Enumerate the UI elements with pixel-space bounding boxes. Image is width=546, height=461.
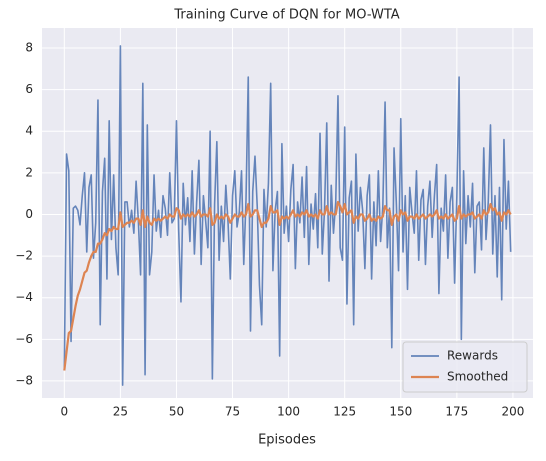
y-tick-label: 0 <box>25 207 33 221</box>
legend-label: Rewards <box>447 349 498 363</box>
y-tick-label: 6 <box>25 82 33 96</box>
y-tick-label: −2 <box>15 249 33 263</box>
legend-box <box>402 341 528 393</box>
y-tick-label: 4 <box>25 124 33 138</box>
line-series <box>63 45 512 386</box>
y-tick-label: 2 <box>25 165 33 179</box>
y-tick-label: 8 <box>25 40 33 54</box>
x-tick-label: 100 <box>277 405 300 419</box>
chart-title: Training Curve of DQN for MO-WTA <box>173 8 399 23</box>
y-tick-label: −8 <box>15 373 33 387</box>
x-axis-label: Episodes <box>258 433 316 448</box>
y-tick-label: −6 <box>15 332 33 346</box>
x-tick-label: 75 <box>225 405 240 419</box>
x-tick-label: 175 <box>445 405 468 419</box>
x-tick-label: 200 <box>501 405 524 419</box>
y-tick-label: −4 <box>15 290 33 304</box>
x-tick-label: 125 <box>333 405 356 419</box>
x-tick-label: 0 <box>60 405 68 419</box>
x-tick-label: 50 <box>169 405 184 419</box>
legend-label: Smoothed <box>447 370 508 384</box>
x-tick-label: 25 <box>113 405 128 419</box>
line-series <box>63 200 512 371</box>
x-tick-label: 150 <box>389 405 412 419</box>
